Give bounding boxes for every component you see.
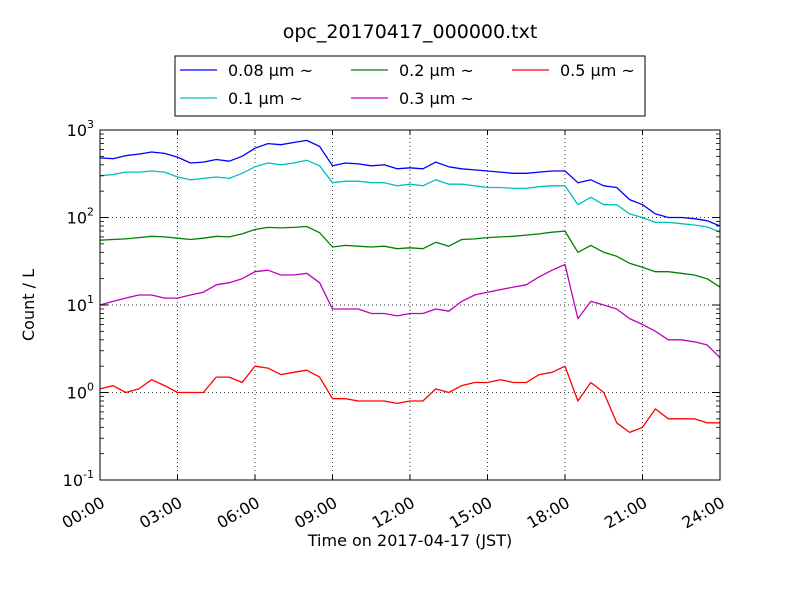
legend-label: 0.2 μm ~ — [399, 61, 474, 80]
tick-marks — [99, 129, 721, 481]
x-tick-label: 21:00 — [601, 493, 650, 533]
y-tick-label: 10-1 — [63, 468, 94, 490]
x-tick-label: 18:00 — [524, 493, 573, 533]
series-line-1 — [99, 159, 721, 233]
legend-label: 0.5 μm ~ — [560, 61, 635, 80]
legend-label: 0.08 μm ~ — [228, 61, 313, 80]
x-tick-label: 00:00 — [59, 493, 108, 533]
x-tick-labels: 00:00 03:00 06:00 09:00 12:00 15:00 18:00 21:00… — [59, 493, 728, 533]
legend-frame — [174, 55, 646, 117]
x-tick-label: 03:00 — [136, 493, 185, 533]
y-tick-label: 100 — [67, 381, 94, 403]
y-tick-labels: 10-1 100 101 102 103 — [63, 118, 94, 490]
data-series-group — [99, 139, 721, 434]
x-axis-label: Time on 2017-04-17 (JST) — [307, 531, 512, 550]
plot-area — [99, 129, 721, 481]
y-tick-label: 103 — [67, 118, 94, 140]
x-tick-label: 06:00 — [214, 493, 263, 533]
y-axis-label: Count / L — [19, 269, 38, 341]
legend-label: 0.3 μm ~ — [399, 89, 474, 108]
chart-title: opc_20170417_000000.txt — [283, 21, 538, 43]
legend-label: 0.1 μm ~ — [228, 89, 303, 108]
y-tick-label: 102 — [67, 206, 94, 228]
series-line-2 — [99, 225, 721, 288]
series-line-4 — [99, 365, 720, 434]
series-line-0 — [99, 139, 721, 227]
y-tick-label: 101 — [67, 293, 94, 315]
x-tick-label: 15:00 — [446, 493, 495, 533]
x-tick-label: 12:00 — [369, 493, 418, 533]
x-tick-label: 24:00 — [679, 493, 728, 533]
x-tick-label: 09:00 — [291, 493, 340, 533]
legend: 0.08 μm ~ 0.1 μm ~ 0.2 μm ~ 0.3 μm ~ 0.5 μm … — [174, 55, 646, 117]
series-line-3 — [99, 263, 721, 359]
grid-lines — [100, 130, 720, 480]
